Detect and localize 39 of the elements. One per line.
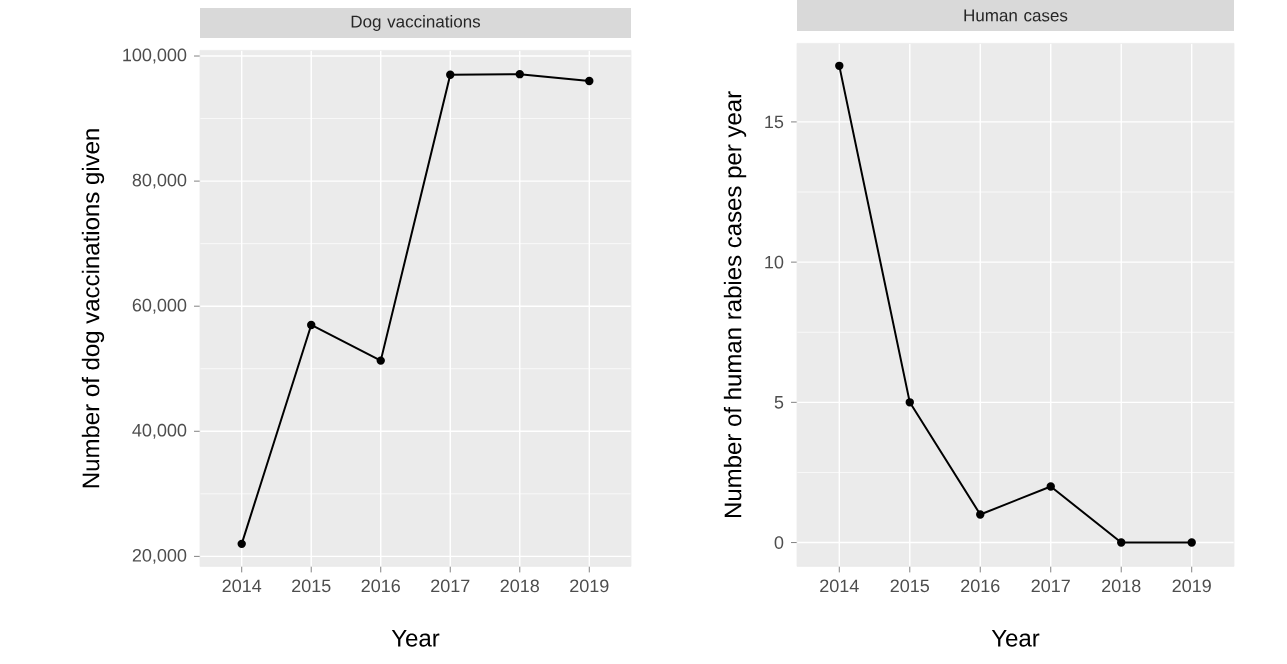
x-tick-label: 2015	[292, 579, 331, 593]
x-tick-label: 2016	[361, 579, 400, 593]
x-tick-label: 2015	[890, 579, 930, 593]
y-tick-label: 40,000	[132, 423, 187, 439]
point	[835, 61, 844, 70]
x-tick-label: 2018	[1102, 579, 1141, 593]
x-axis-title: Year	[391, 629, 440, 647]
x-axis-title: Year	[991, 629, 1040, 647]
chart-title: Dog vaccinations	[351, 14, 481, 31]
y-tick-label: 15	[765, 115, 784, 129]
x-tick-label: 2018	[500, 579, 539, 593]
point	[446, 70, 455, 79]
y-axis-title: Number of dog vaccinations given	[81, 129, 105, 487]
y-tick-label: 60,000	[132, 298, 187, 314]
point	[376, 356, 385, 365]
y-tick-label: 5	[774, 395, 784, 409]
x-tick-label: 2017	[1031, 579, 1070, 593]
x-tick-label: 2014	[820, 579, 859, 593]
x-tick-label: 2019	[570, 579, 609, 593]
y-tick-label: 80,000	[132, 173, 187, 189]
point	[1117, 538, 1126, 547]
x-tick-label: 2019	[1172, 579, 1211, 593]
point	[976, 510, 985, 519]
x-tick-label: 2014	[222, 579, 262, 593]
point	[905, 397, 914, 407]
chart-title: Human cases	[964, 9, 1068, 22]
y-axis-title: Number of human rabies cases per year	[723, 91, 747, 517]
y-tick-label: 0	[774, 535, 784, 549]
y-tick-label: 100,000	[123, 48, 187, 64]
point	[237, 539, 246, 548]
x-tick-label: 2016	[961, 579, 1000, 593]
y-tick-label: 10	[765, 255, 784, 269]
point	[1046, 482, 1055, 491]
point	[307, 320, 316, 329]
point	[515, 69, 524, 79]
x-tick-label: 2017	[431, 579, 470, 593]
point	[585, 76, 594, 86]
y-tick-label: 20,000	[132, 548, 187, 564]
point	[1187, 538, 1196, 547]
